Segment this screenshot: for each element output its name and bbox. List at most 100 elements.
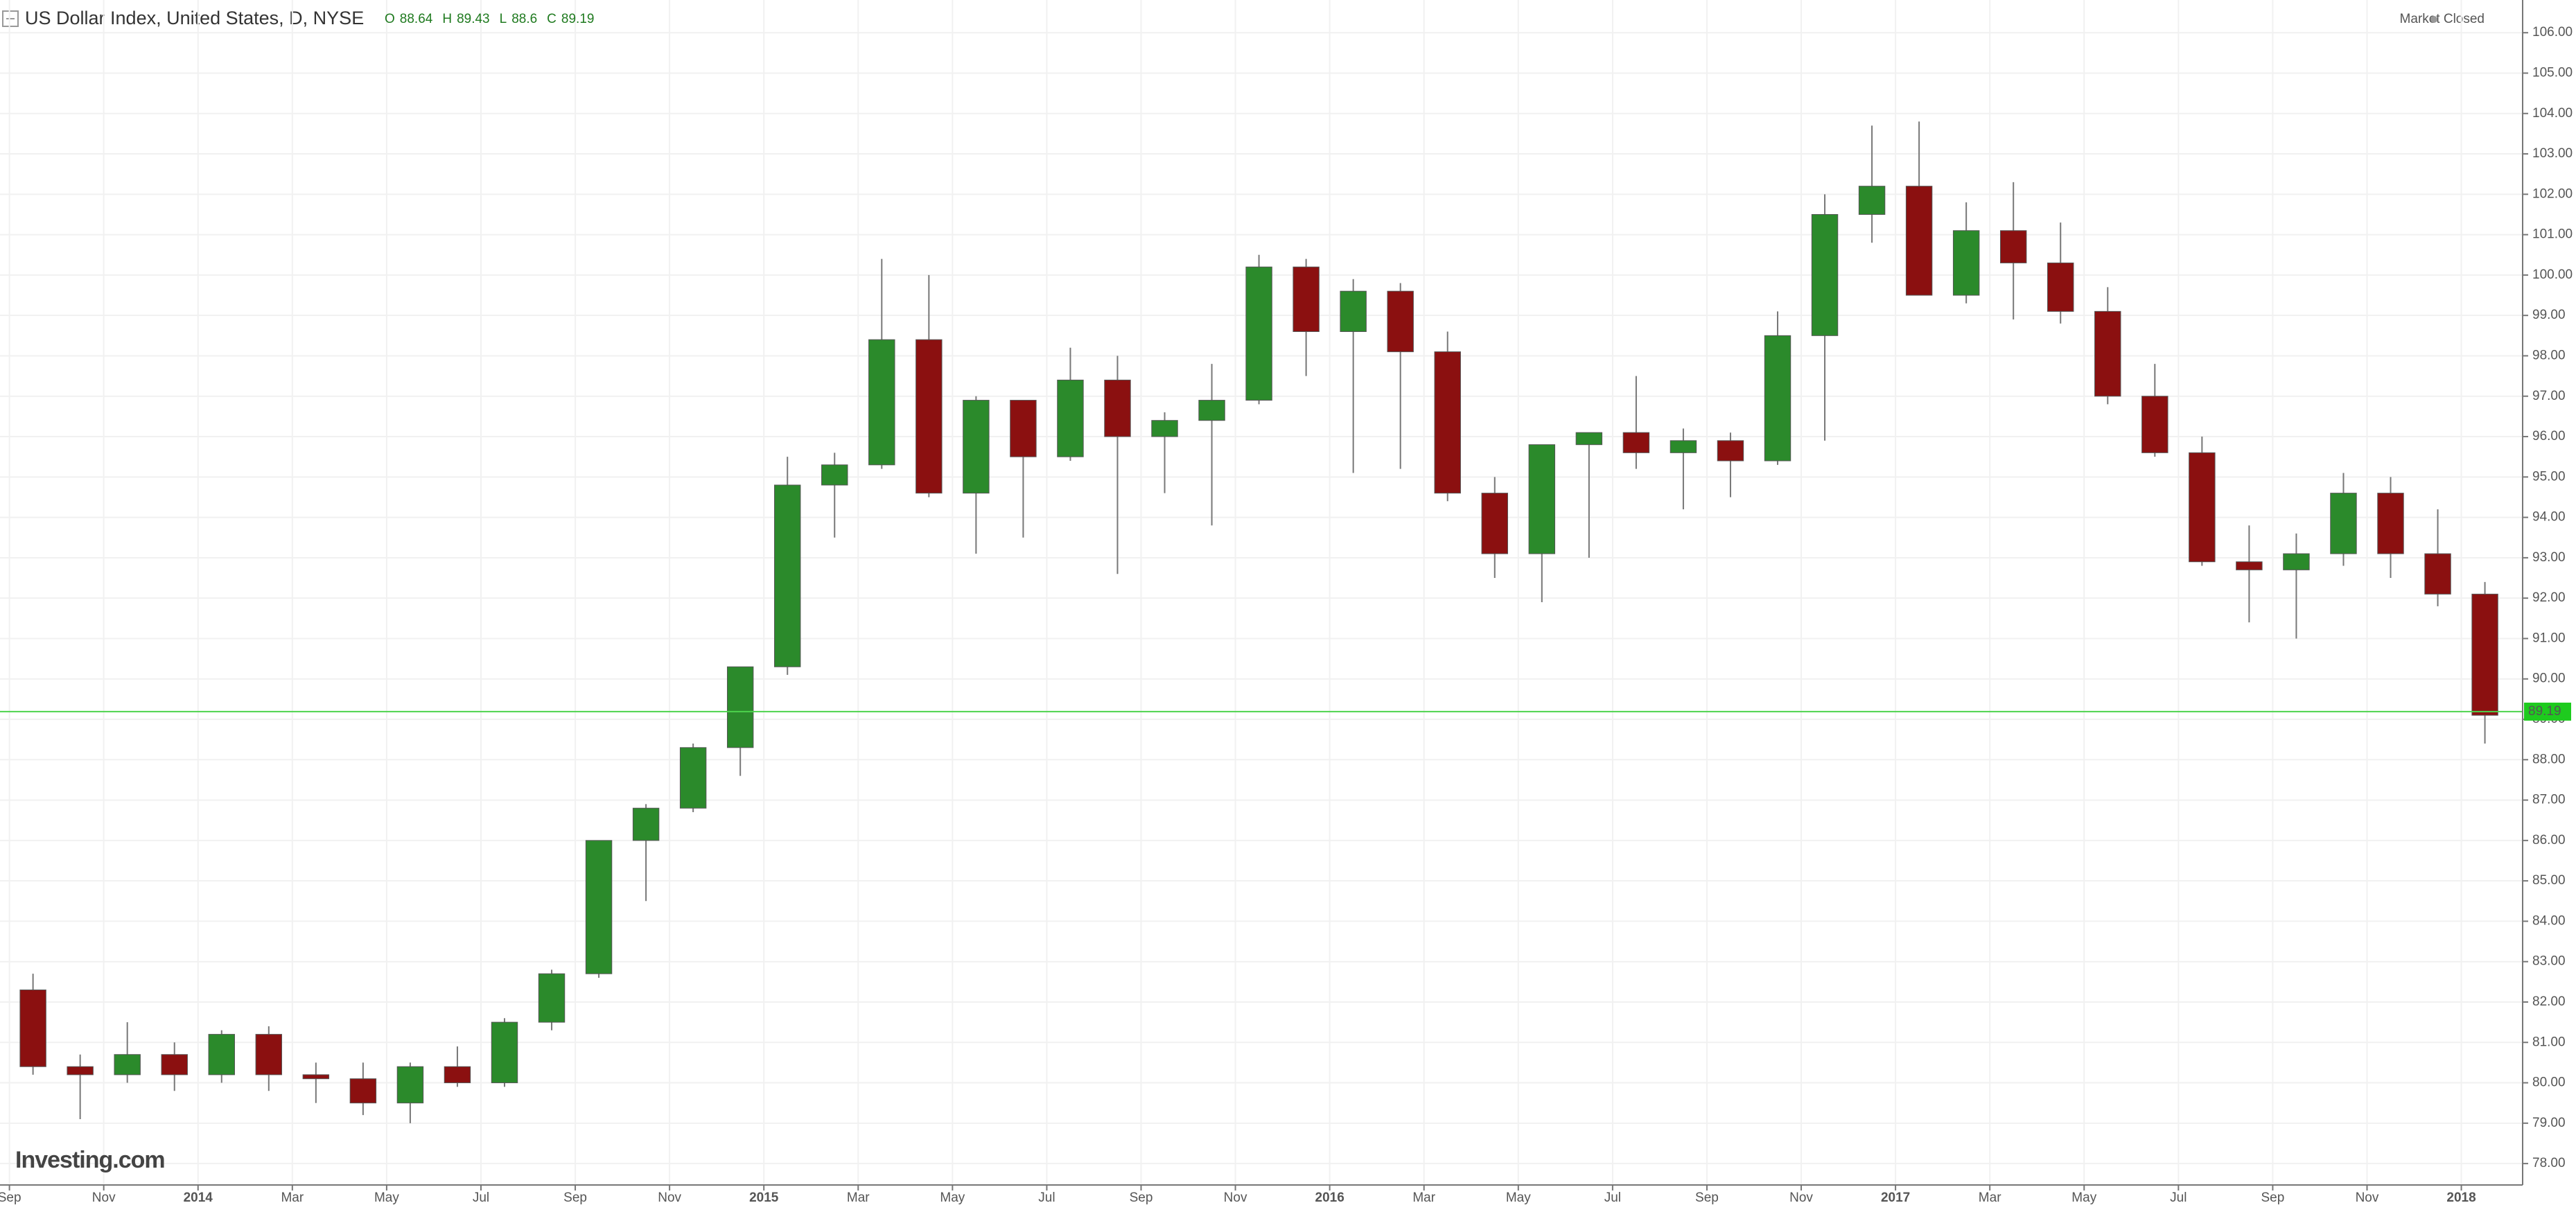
- candle-body: [538, 973, 566, 1023]
- candle-body: [585, 840, 613, 974]
- y-tick-label: 79.00: [2532, 1116, 2566, 1130]
- x-tick-label: May: [374, 1191, 399, 1205]
- candle-body: [208, 1034, 235, 1075]
- x-tick-label: Jul: [473, 1191, 489, 1205]
- x-tick-label: Sep: [1130, 1191, 1153, 1205]
- y-tick-label: 80.00: [2532, 1075, 2566, 1090]
- x-tick-label: Nov: [2356, 1191, 2379, 1205]
- candle-body: [491, 1021, 518, 1084]
- y-tick-label: 84.00: [2532, 913, 2566, 928]
- candle-body: [1104, 379, 1131, 437]
- candle-body: [1717, 440, 1744, 462]
- candle-body: [726, 666, 754, 748]
- candle-body: [1010, 400, 1037, 457]
- candle-body: [1999, 230, 2027, 263]
- y-tick-label: 78.00: [2532, 1156, 2566, 1170]
- candle-body: [67, 1066, 94, 1075]
- y-tick-label: 97.00: [2532, 389, 2566, 403]
- candle-body: [396, 1066, 424, 1104]
- candle-body: [1057, 379, 1084, 457]
- candle-body: [1764, 335, 1791, 462]
- candle-body: [2189, 452, 2216, 563]
- candle-body: [1387, 290, 1414, 353]
- candle-body: [1340, 290, 1367, 332]
- x-tick-label: Jul: [1038, 1191, 1055, 1205]
- candle-body: [1622, 432, 1650, 453]
- y-tick-label: 95.00: [2532, 469, 2566, 484]
- candle-body: [2377, 493, 2404, 554]
- candle-body: [2236, 561, 2263, 570]
- y-tick-label: 101.00: [2532, 227, 2573, 242]
- ohlc-value: 89.19: [561, 12, 595, 26]
- y-tick-label: 105.00: [2532, 66, 2573, 80]
- x-tick-label: Sep: [0, 1191, 21, 1205]
- y-tick-label: 81.00: [2532, 1035, 2566, 1049]
- y-tick-label: 100.00: [2532, 267, 2573, 282]
- candle-body: [1198, 400, 1225, 421]
- candle-body: [1293, 266, 1320, 332]
- ohlc-label: L: [500, 12, 507, 26]
- y-tick-label: 99.00: [2532, 308, 2566, 322]
- x-tick-label: 2016: [1315, 1191, 1344, 1205]
- market-status: Market Closed: [2400, 12, 2485, 26]
- y-tick-label: 93.00: [2532, 550, 2566, 565]
- candle-body: [349, 1078, 377, 1104]
- x-tick-label: 2014: [184, 1191, 213, 1205]
- candle-body: [1575, 432, 1603, 446]
- x-tick-label: 2017: [1881, 1191, 1910, 1205]
- x-tick-label: Mar: [281, 1191, 304, 1205]
- y-tick-label: 83.00: [2532, 954, 2566, 969]
- x-tick-label: 2018: [2446, 1191, 2476, 1205]
- candle-body: [2283, 553, 2310, 570]
- y-tick-label: 102.00: [2532, 186, 2573, 201]
- y-tick-label: 98.00: [2532, 348, 2566, 362]
- candle-body: [915, 339, 943, 494]
- y-tick-label: 85.00: [2532, 873, 2566, 888]
- candle-body: [255, 1034, 283, 1075]
- candle-body: [1905, 186, 1933, 296]
- x-tick-label: Sep: [2261, 1191, 2284, 1205]
- x-tick-label: Nov: [92, 1191, 116, 1205]
- last-price-label: 89.19: [2528, 704, 2561, 719]
- y-tick-label: 88.00: [2532, 752, 2566, 766]
- ohlc-value: 88.6: [511, 12, 537, 26]
- x-tick-label: Nov: [1224, 1191, 1247, 1205]
- candle-body: [774, 484, 801, 667]
- candle-body: [2330, 493, 2357, 554]
- y-tick-label: 91.00: [2532, 631, 2566, 645]
- candle-body: [2424, 553, 2451, 595]
- candle-body: [679, 747, 707, 809]
- x-tick-label: May: [1506, 1191, 1531, 1205]
- y-tick-label: 106.00: [2532, 25, 2573, 39]
- candle-body: [1670, 440, 1697, 453]
- y-tick-label: 104.00: [2532, 106, 2573, 121]
- x-tick-label: Nov: [1789, 1191, 1813, 1205]
- candle-body: [161, 1054, 188, 1075]
- ohlc-value: 88.64: [400, 12, 433, 26]
- x-tick-label: Jul: [1604, 1191, 1621, 1205]
- candle-body: [1952, 230, 1980, 296]
- candle-body: [868, 339, 895, 466]
- y-tick-label: 82.00: [2532, 994, 2566, 1009]
- x-tick-label: Nov: [658, 1191, 681, 1205]
- ohlc-label: H: [442, 12, 452, 26]
- x-tick-label: Jul: [2170, 1191, 2187, 1205]
- plot: [0, 0, 2523, 1185]
- candle-body: [2471, 593, 2498, 716]
- candle-body: [1528, 444, 1556, 554]
- last-price-tag: [2524, 702, 2571, 721]
- x-tick-label: Mar: [1979, 1191, 2001, 1205]
- x-tick-label: May: [940, 1191, 965, 1205]
- y-tick-label: 90.00: [2532, 671, 2566, 686]
- candle-body: [2141, 396, 2168, 453]
- candle-body: [963, 400, 990, 494]
- x-tick-label: Sep: [563, 1191, 587, 1205]
- candle-body: [1481, 493, 1508, 554]
- collapse-button[interactable]: [2, 10, 19, 27]
- candle-body: [821, 464, 848, 486]
- y-tick-label: 87.00: [2532, 793, 2566, 807]
- ohlc-label: O: [385, 12, 395, 26]
